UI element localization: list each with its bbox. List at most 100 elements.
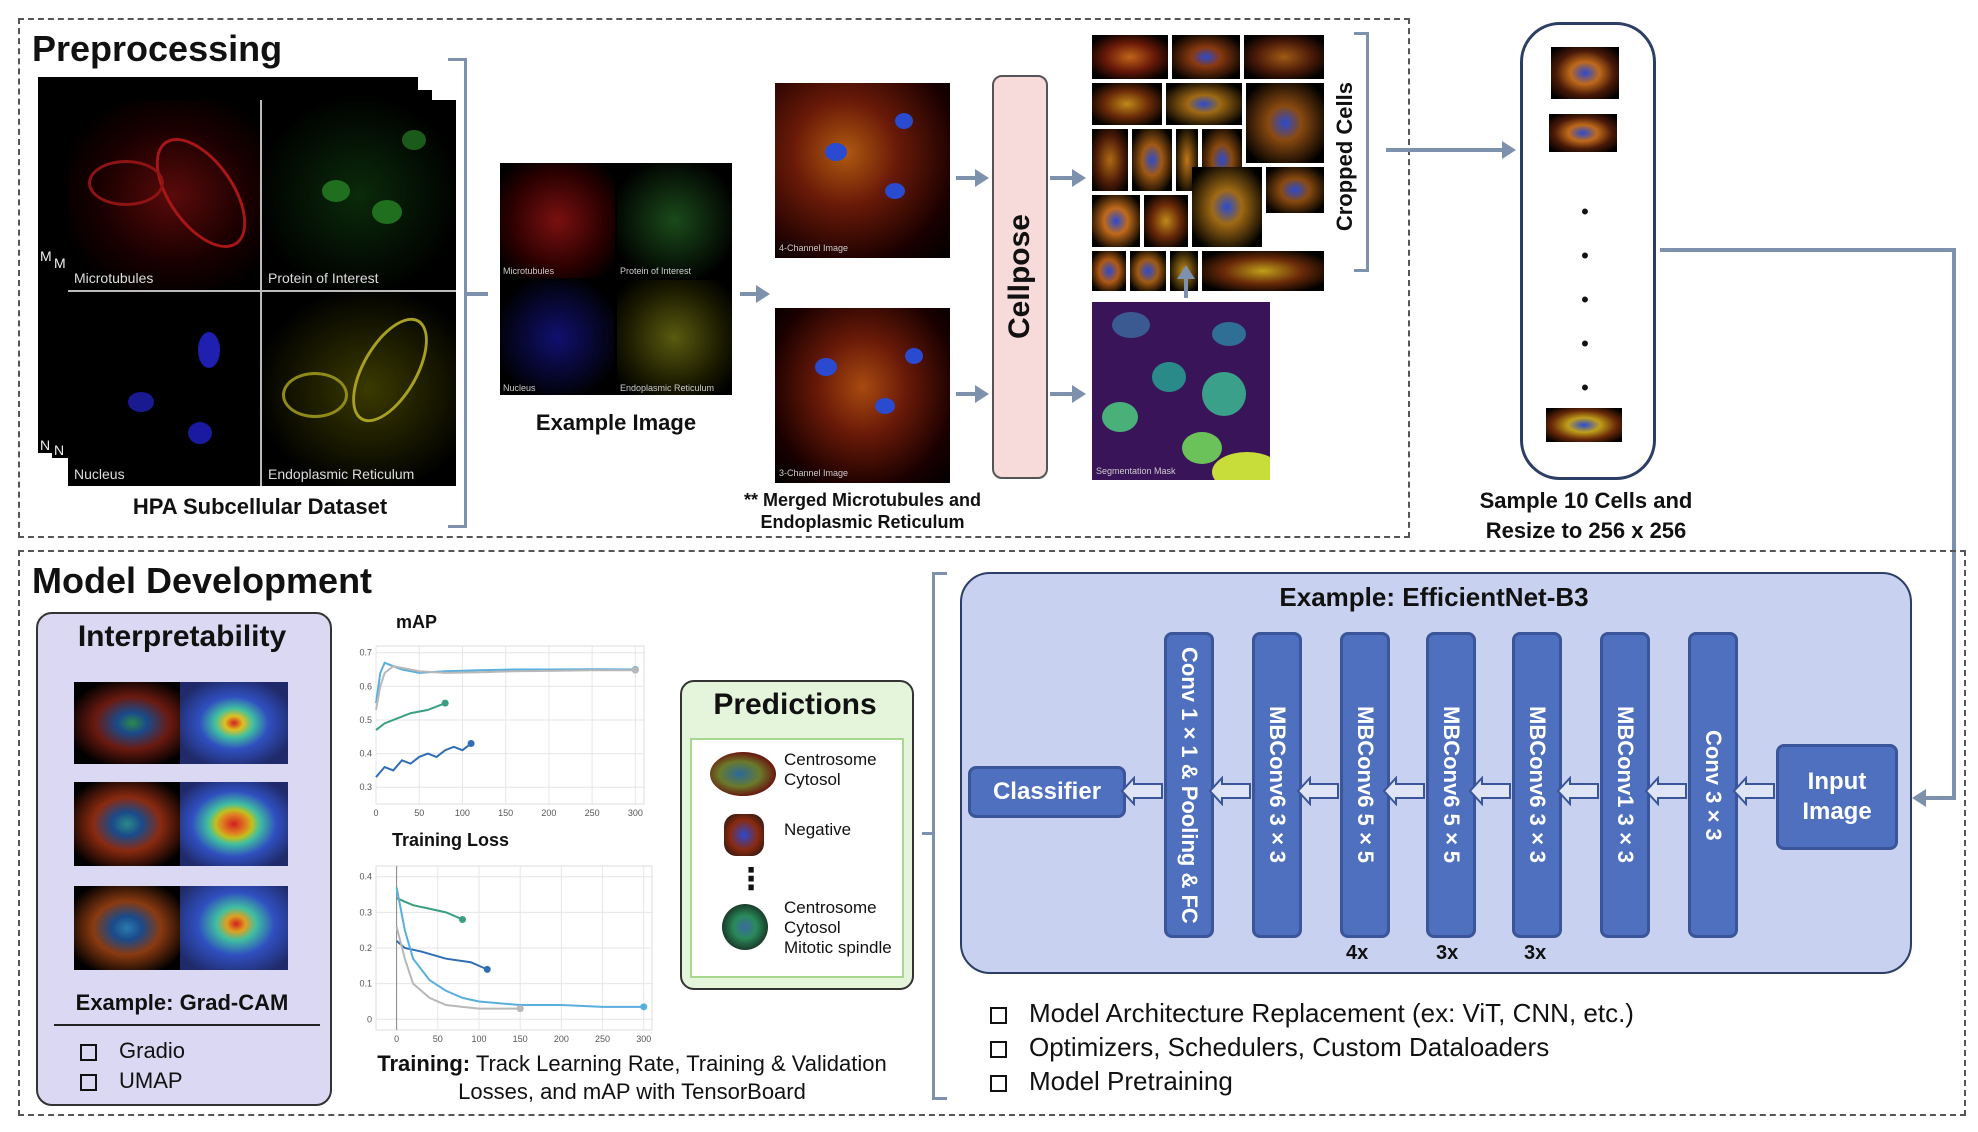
arch-bracket (932, 572, 947, 1100)
model-dev-panel (18, 550, 1966, 1116)
pred-label-line: Mitotic spindle (784, 938, 892, 957)
nucleus (188, 422, 212, 444)
training-caption-line: Training: Track Learning Rate, Training … (342, 1050, 922, 1078)
dataset-main-image: Microtubules Protein of Interest Nucleus… (68, 100, 456, 486)
x-tick-label: 100 (471, 1034, 486, 1044)
gradcam-orig (74, 682, 180, 764)
quadrant-divider (260, 100, 262, 486)
classifier-label: Classifier (992, 778, 1102, 805)
connector-left (1926, 796, 1956, 800)
gradcam-heat (180, 682, 288, 764)
arch-block-label: Conv 1×1 & Pooling & FC (1177, 646, 1202, 924)
series-line (375, 702, 446, 731)
cell (402, 130, 426, 150)
sample-cell (1549, 114, 1617, 152)
example-quad-green (617, 163, 732, 278)
cell (336, 305, 444, 435)
y-tick-label: 0.7 (359, 648, 372, 658)
series-line (375, 665, 636, 711)
cell (322, 180, 350, 202)
dot: • (1581, 287, 1589, 312)
pred-label-1: Centrosome Cytosol (784, 750, 877, 790)
gradcam-heat (180, 886, 288, 970)
quadrant-microtubules: Microtubules (68, 100, 265, 290)
nucleus (895, 113, 913, 129)
preprocessing-title: Preprocessing (32, 28, 283, 69)
arch-block-label: MBConv6 3×3 (1525, 706, 1550, 864)
x-tick-label: 0 (373, 808, 378, 818)
gradcam-heat (180, 782, 288, 866)
arrow-head (1177, 265, 1195, 279)
map-chart: 0 50 100 150 200 250 300 0.3 0.4 0.5 0.6 0.7 (359, 645, 645, 818)
series-endpoint (640, 1003, 648, 1011)
preprocessing-panel (18, 18, 1410, 538)
repeat-label: 3x (1524, 942, 1547, 964)
y-tick-label: 0.4 (359, 872, 372, 882)
x-tick-label: 100 (455, 808, 470, 818)
architecture-title: Example: EfficientNet-B3 (1279, 582, 1589, 612)
crop (1266, 167, 1324, 213)
mask-region (1212, 322, 1246, 346)
sample-box (1520, 22, 1656, 480)
model-dev-title: Model Development (32, 560, 373, 601)
quadrant-er: Endoplasmic Reticulum (262, 292, 456, 486)
y-tick-label: 0.4 (359, 749, 372, 759)
y-tick-label: 0.6 (359, 681, 372, 691)
bullet-label: Optimizers, Schedulers, Custom Dataloade… (1029, 1032, 1550, 1062)
crop (1244, 35, 1324, 79)
interp-divider (54, 1024, 320, 1026)
nucleus (198, 332, 220, 368)
connector-sample-right (1660, 248, 1956, 252)
arch-block-label: MBConv6 3×3 (1265, 706, 1290, 864)
interpretability-title: Interpretability (77, 620, 287, 653)
checkbox-icon (990, 1040, 1007, 1058)
mask-region (1202, 372, 1246, 416)
example-channel-label: Microtubules (503, 266, 555, 276)
example-image-label: Example Image (535, 410, 697, 435)
series-endpoint (467, 739, 475, 747)
y-tick-label: 0 (367, 1014, 372, 1024)
arrow-head (975, 385, 989, 403)
pred-label-line: Cytosol (784, 918, 841, 937)
connector-down (1952, 248, 1956, 800)
series-endpoint (483, 965, 491, 973)
hollow-arrow (1120, 776, 1163, 806)
x-tick-label: 300 (628, 808, 643, 818)
x-tick-label: 250 (585, 808, 600, 818)
nucleus (905, 348, 923, 364)
channel-label: Endoplasmic Reticulum (268, 466, 415, 482)
channel-label: Protein of Interest (268, 270, 379, 286)
example-channel-label: Nucleus (503, 383, 536, 393)
hollow-arrow (1468, 776, 1511, 806)
x-tick-label: 150 (498, 808, 513, 818)
merged-note: ** Merged Microtubules and Endoplasmic R… (720, 489, 1005, 533)
pred-label-line: Cytosol (784, 770, 841, 789)
interp-item-label: Gradio (119, 1038, 186, 1063)
checkbox-icon (990, 1074, 1007, 1092)
four-channel-image: 4-Channel Image (775, 83, 950, 258)
pred-label-line: Centrosome (784, 898, 877, 917)
input-image-block: Input Image (1776, 744, 1898, 850)
series-endpoint (441, 699, 449, 707)
cell (372, 200, 402, 224)
gradcam-orig (74, 886, 180, 970)
dataset-stack-line (38, 77, 408, 81)
input-label-line: Image (1802, 798, 1872, 825)
example-channel-label: Endoplasmic Reticulum (620, 383, 715, 393)
arrow-cellpose-to-mask (1050, 392, 1074, 396)
loss-chart-title: Training Loss (392, 830, 510, 850)
mask-region (1182, 432, 1222, 464)
interp-item-label: UMAP (119, 1068, 183, 1093)
series-line (396, 897, 463, 921)
interp-item-umap: UMAP (80, 1068, 183, 1094)
hollow-arrow (1644, 776, 1687, 806)
mask-region (1152, 362, 1186, 392)
arrow-head (1072, 169, 1086, 187)
dot: • (1581, 375, 1589, 400)
arch-block-conv3x3: Conv 3×3 (1688, 632, 1738, 938)
merged-note-line: ** Merged Microtubules and (743, 490, 982, 510)
cropped-bracket (1354, 32, 1369, 272)
checkbox-icon (80, 1073, 97, 1091)
arch-block-mbconv6-3x3-a: MBConv6 3×3 (1252, 632, 1302, 938)
example-image: Microtubules Protein of Interest Nucleus… (500, 163, 732, 395)
